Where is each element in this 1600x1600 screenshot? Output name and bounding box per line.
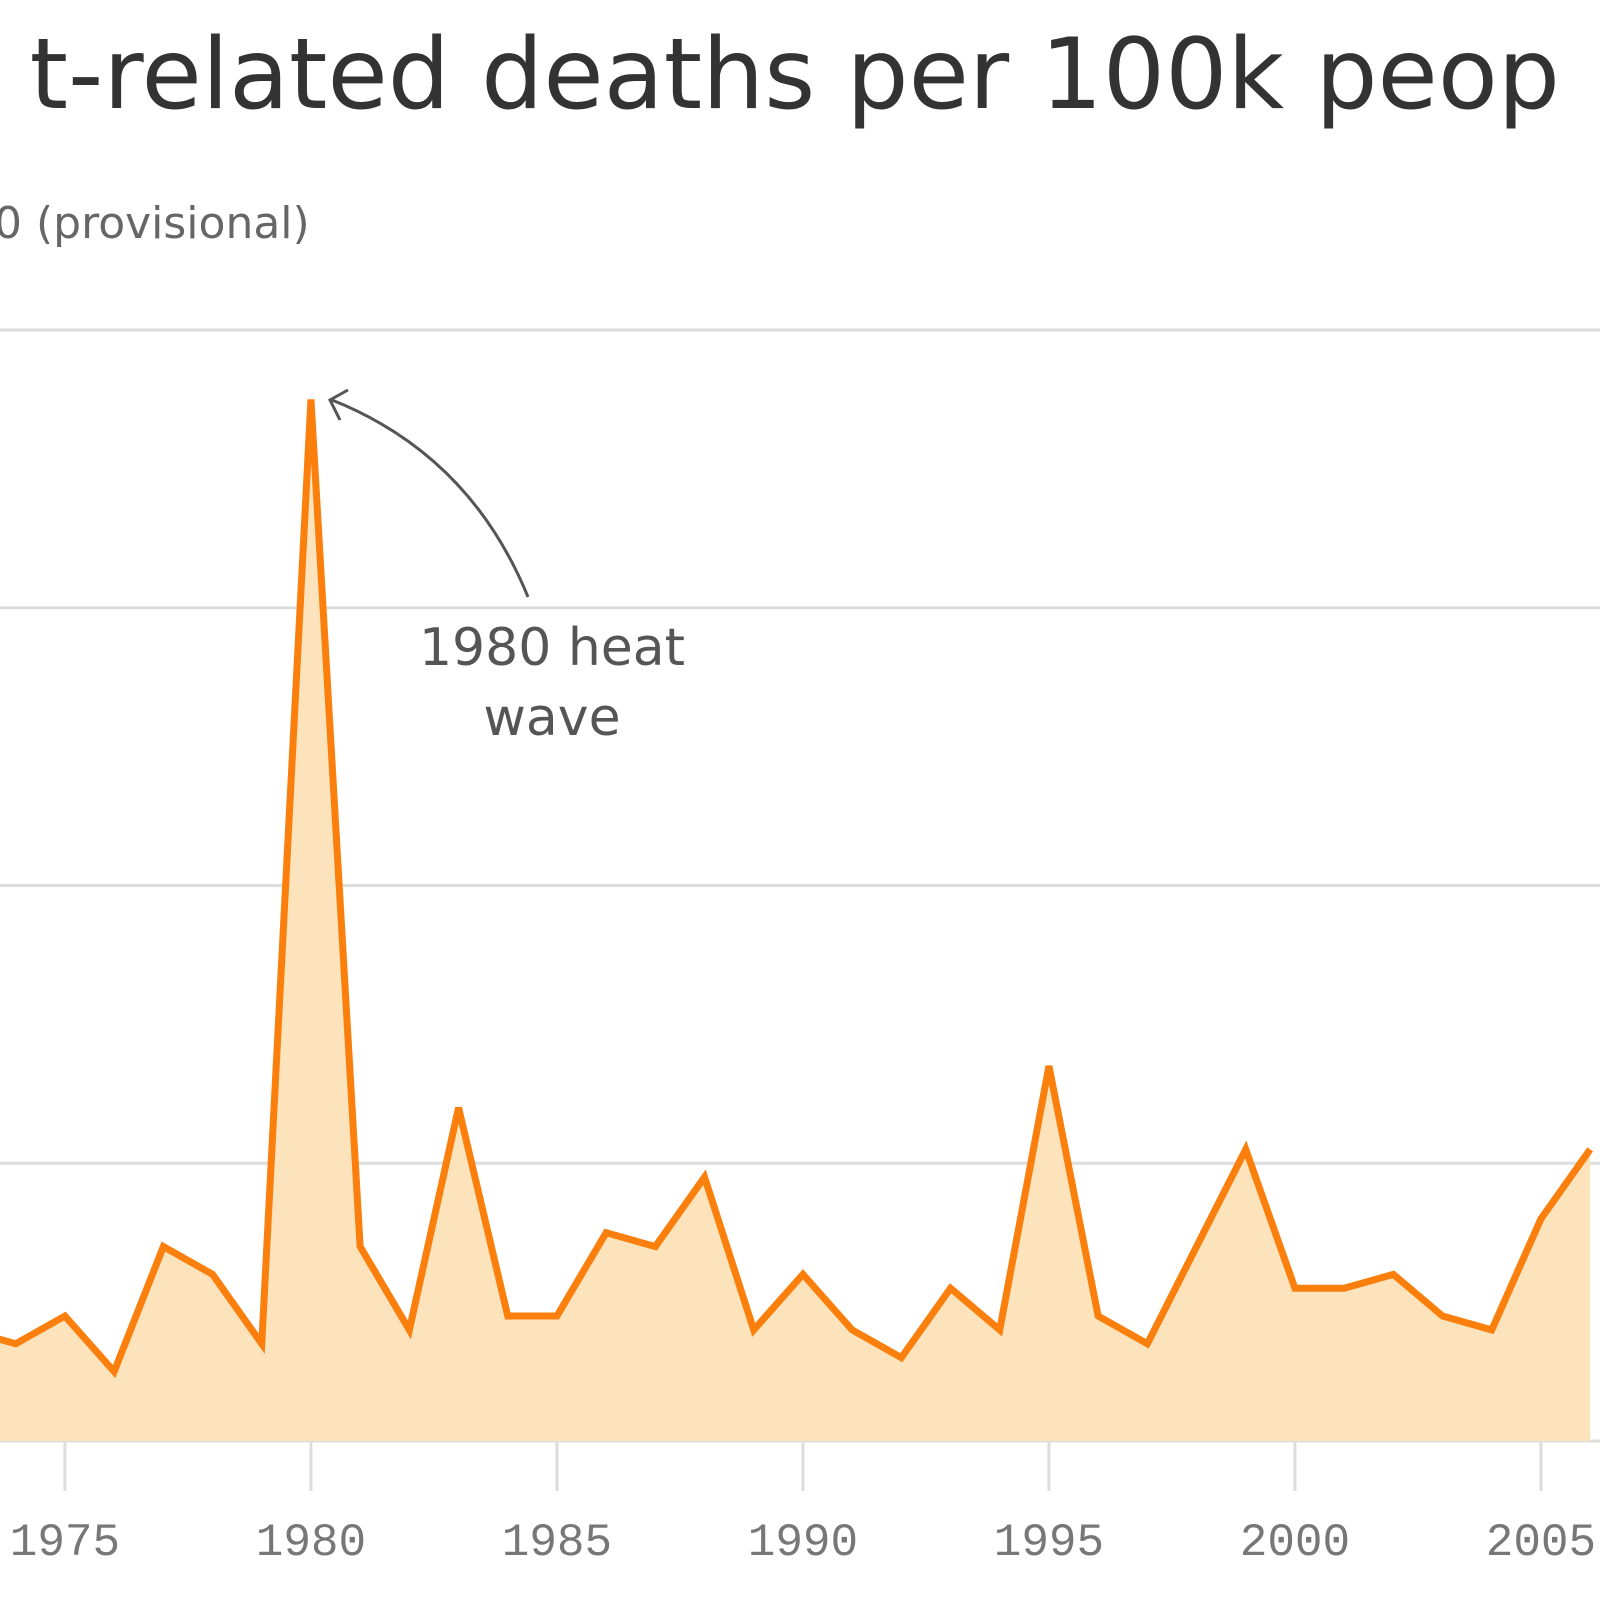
area [0,399,1591,1441]
x-tick-label: 1980 [256,1517,366,1569]
x-tick-label: 2000 [1240,1517,1350,1569]
annotation-text: 1980 heat [419,618,685,678]
chart-subtitle: 0 (provisional) [0,198,310,249]
annotation-arrow [331,398,530,598]
annotation-text: wave [483,688,620,748]
x-tick-label: 1990 [748,1517,858,1569]
line [0,399,1593,1379]
x-tick-label: 1975 [10,1517,120,1569]
x-tick-label: 1995 [994,1517,1104,1569]
x-tick-label: 1985 [502,1517,612,1569]
x-tick-label: 2005 [1486,1517,1596,1569]
chart-title: t-related deaths per 100k peop [30,18,1560,132]
annotation-arrowhead [328,388,349,421]
plot [0,399,1593,1441]
